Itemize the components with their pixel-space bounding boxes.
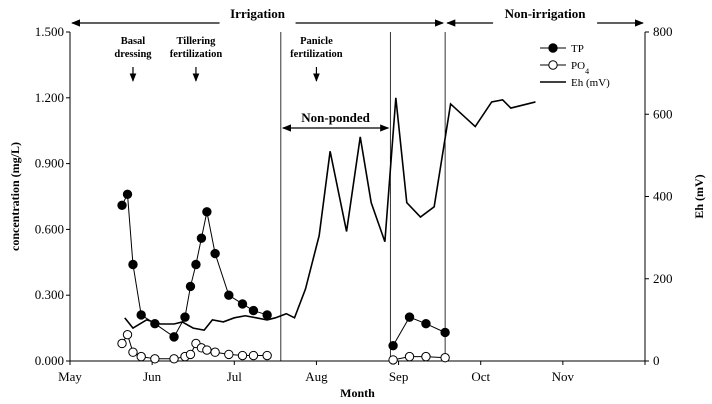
x-tick-label: Oct bbox=[471, 369, 490, 384]
po4-point bbox=[136, 351, 146, 362]
region-label-mask bbox=[219, 19, 296, 27]
y-axis-right-title: Eh (mV) bbox=[692, 174, 706, 218]
y-tick-right-label: 800 bbox=[653, 24, 673, 39]
po4-point bbox=[169, 354, 179, 364]
tp-point bbox=[248, 305, 259, 316]
po4-point bbox=[237, 350, 248, 361]
legend-label-subscript: 4 bbox=[585, 67, 589, 76]
regions: Irrigation Non-irrigation Non-ponded bbox=[71, 6, 644, 132]
annotation-label: fertilization bbox=[290, 49, 343, 60]
tp-point bbox=[388, 340, 398, 351]
y-tick-right-label: 200 bbox=[653, 271, 673, 286]
tp-point bbox=[185, 281, 196, 292]
region-label: Non-irrigation bbox=[505, 6, 587, 21]
tp-line bbox=[121, 192, 268, 338]
tp-point bbox=[196, 233, 207, 243]
po4-point bbox=[262, 350, 272, 361]
tp-point bbox=[262, 310, 272, 320]
gridlines bbox=[280, 32, 446, 361]
annotation-label: Panicle bbox=[300, 36, 333, 47]
annotation-label: fertilization bbox=[170, 49, 223, 60]
po4-point bbox=[440, 353, 450, 363]
y-tick-left-label: 0.300 bbox=[35, 287, 64, 302]
eh-line bbox=[124, 97, 536, 332]
legend-label: PO4 bbox=[571, 60, 589, 76]
y-tick-left-label: 0.900 bbox=[35, 156, 64, 171]
annotation-label: dressing bbox=[114, 49, 152, 60]
region-label: Irrigation bbox=[230, 6, 286, 21]
po4-point bbox=[224, 349, 234, 360]
tp-point bbox=[202, 207, 212, 217]
tp-point bbox=[122, 189, 133, 200]
tp-point bbox=[169, 332, 179, 342]
po4-point bbox=[388, 355, 398, 365]
po4-point bbox=[210, 347, 220, 357]
y-tick-left-label: 0.000 bbox=[35, 353, 64, 368]
x-tick-label: Sep bbox=[389, 369, 409, 384]
x-tick-label: Jun bbox=[143, 369, 162, 384]
x-tick-label: May bbox=[58, 369, 82, 384]
x-axis: May Jun Jul Aug Sep Oct Nov bbox=[58, 361, 646, 384]
tp-point bbox=[404, 312, 415, 322]
series-eh bbox=[124, 97, 536, 332]
x-axis-title: Month bbox=[340, 386, 375, 400]
po4-line bbox=[392, 356, 446, 361]
x-tick-label: Aug bbox=[305, 369, 328, 384]
po4-point bbox=[404, 351, 415, 362]
po4-point bbox=[150, 354, 160, 364]
tp-line bbox=[392, 316, 446, 346]
po4-point bbox=[117, 338, 127, 349]
po4-point bbox=[248, 350, 259, 361]
tp-point bbox=[191, 259, 201, 270]
region-label-mask bbox=[493, 19, 598, 27]
y-tick-right-label: 400 bbox=[653, 189, 673, 204]
y-tick-left-label: 0.600 bbox=[35, 221, 64, 236]
tp-point bbox=[180, 312, 190, 322]
po4-point bbox=[202, 345, 212, 355]
legend-marker bbox=[548, 43, 558, 53]
y-tick-left-label: 1.200 bbox=[35, 90, 64, 105]
annotations: Basal dressing Tillering fertilization Panic… bbox=[114, 36, 343, 82]
po4-point bbox=[185, 349, 196, 360]
annotation-label: Basal bbox=[121, 36, 146, 47]
tp-point bbox=[128, 259, 138, 270]
series-tp bbox=[117, 189, 450, 351]
series-po4 bbox=[117, 329, 450, 365]
y-tick-right-label: 600 bbox=[653, 106, 673, 121]
tp-point bbox=[117, 200, 127, 210]
po4-point bbox=[122, 329, 133, 340]
y-axis-left: 0.000 0.300 0.600 0.900 1.200 1.500 bbox=[35, 24, 70, 368]
legend-marker bbox=[548, 60, 558, 70]
y-axis-left-title: concentration (mg/L) bbox=[8, 142, 22, 251]
y-tick-right-label: 0 bbox=[653, 353, 660, 368]
tp-point bbox=[224, 290, 234, 300]
y-axis-right: 0 200 400 600 800 bbox=[645, 24, 673, 368]
po4-point bbox=[421, 351, 431, 362]
annotation-label: Tillering bbox=[176, 36, 216, 47]
x-tick-label: Nov bbox=[552, 369, 575, 384]
tp-point bbox=[210, 248, 220, 259]
legend-label: TP bbox=[571, 43, 584, 55]
legend-label: Eh (mV) bbox=[571, 77, 610, 89]
tp-point bbox=[440, 327, 450, 338]
po4-point bbox=[128, 347, 138, 357]
tp-point bbox=[421, 319, 431, 329]
tp-point bbox=[150, 319, 160, 329]
tp-point bbox=[136, 310, 146, 320]
non-ponded-label: Non-ponded bbox=[301, 110, 370, 125]
y-tick-left-label: 1.500 bbox=[35, 24, 64, 39]
tp-point bbox=[237, 299, 248, 309]
x-tick-label: Jul bbox=[227, 369, 243, 384]
